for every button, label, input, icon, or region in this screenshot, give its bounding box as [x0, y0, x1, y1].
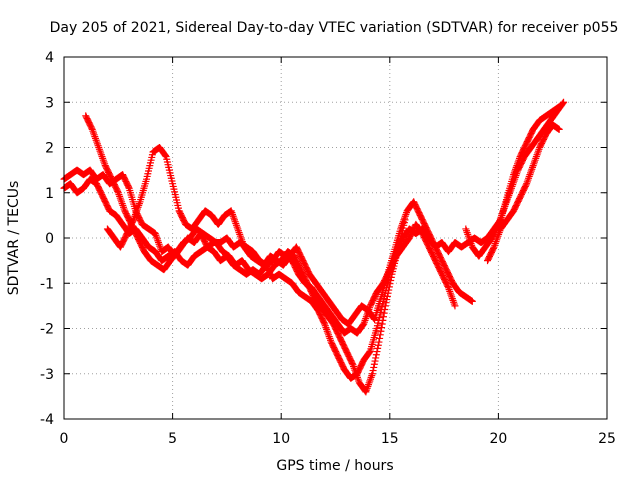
- data-point: [383, 296, 391, 304]
- data-point: [372, 351, 380, 359]
- data-point: [451, 302, 459, 310]
- y-tick-label: -4: [40, 412, 54, 428]
- data-point: [114, 187, 122, 195]
- data-point: [348, 359, 356, 367]
- data-point: [468, 297, 476, 305]
- axis-ticks: 0 5 10 15 20 25 -4 -3 -2 -1 0 1 2 3 4: [40, 50, 616, 447]
- data-point: [376, 334, 384, 342]
- data-point: [382, 299, 390, 307]
- data-point: [320, 319, 328, 327]
- data-point: [380, 309, 388, 317]
- data-point: [374, 341, 382, 349]
- data-point: [125, 183, 133, 191]
- y-tick-label: 1: [45, 186, 54, 202]
- data-point: [380, 313, 388, 321]
- data-point: [377, 327, 385, 335]
- x-tick-label: 5: [168, 431, 177, 447]
- data-point: [378, 320, 386, 328]
- y-axis-title: SDTVAR / TECUs: [6, 181, 22, 296]
- x-tick-label: 25: [598, 431, 616, 447]
- data-point: [385, 283, 393, 291]
- series-trace-f: [462, 98, 568, 260]
- data-point: [376, 331, 384, 339]
- x-axis-title: GPS time / hours: [276, 458, 393, 474]
- data-point: [88, 124, 96, 132]
- data-point: [366, 348, 374, 356]
- data-point: [384, 289, 392, 297]
- data-point: [381, 302, 389, 310]
- x-tick-label: 0: [60, 431, 69, 447]
- data-point: [161, 152, 169, 160]
- data-point: [559, 99, 567, 107]
- data-point: [368, 370, 376, 378]
- data-point: [522, 181, 530, 189]
- data-point: [372, 354, 380, 362]
- y-tick-label: 0: [45, 231, 54, 247]
- plot-frame: [63, 56, 608, 420]
- data-point: [387, 273, 395, 281]
- x-tick-label: 20: [489, 431, 507, 447]
- y-tick-label: 2: [45, 141, 54, 157]
- series-trace-a: [60, 166, 420, 382]
- data-point: [381, 305, 389, 313]
- data-point: [371, 357, 379, 365]
- series-trace-e: [412, 103, 563, 256]
- data-marks: [60, 98, 568, 396]
- y-tick-label: -2: [40, 322, 54, 338]
- data-point: [378, 324, 386, 332]
- data-point: [489, 244, 497, 252]
- data-point: [375, 338, 383, 346]
- data-point: [370, 315, 378, 323]
- data-point: [129, 217, 137, 225]
- series-trace-d: [103, 144, 476, 328]
- y-tick-label: -1: [40, 276, 54, 292]
- data-point: [374, 344, 382, 352]
- data-point: [444, 282, 452, 290]
- data-point: [369, 367, 377, 375]
- data-point: [555, 125, 563, 133]
- x-tick-label: 15: [381, 431, 399, 447]
- y-tick-label: 4: [45, 50, 54, 66]
- y-tick-label: 3: [45, 95, 54, 111]
- data-point: [379, 316, 387, 324]
- series-trace-g: [484, 121, 563, 265]
- x-tick-label: 10: [272, 431, 290, 447]
- data-point: [373, 348, 381, 356]
- data-point: [383, 292, 391, 300]
- data-point: [370, 363, 378, 371]
- chart-title: Day 205 of 2021, Sidereal Day-to-day VTE…: [50, 20, 619, 36]
- data-point: [560, 98, 568, 106]
- data-point: [370, 360, 378, 368]
- y-tick-label: -3: [40, 367, 54, 383]
